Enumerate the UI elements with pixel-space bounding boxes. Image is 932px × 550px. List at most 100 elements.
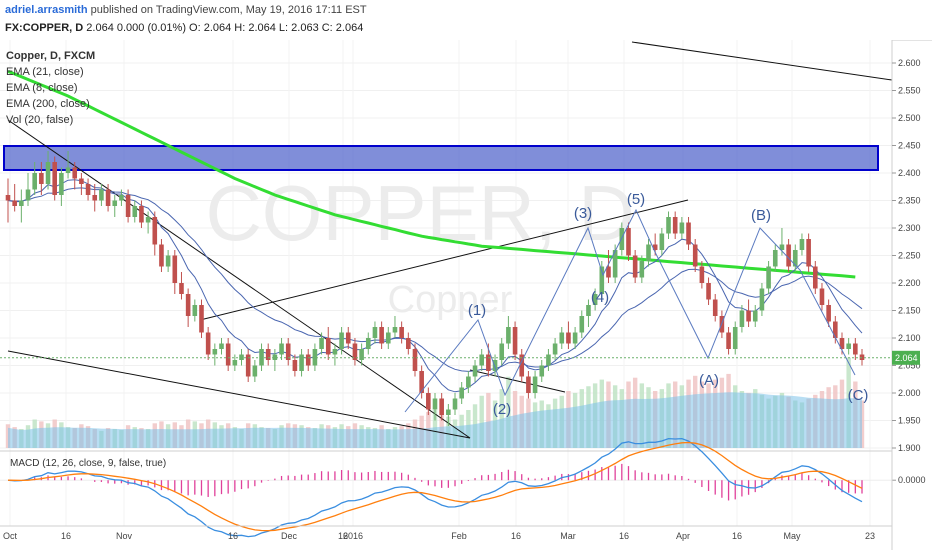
candle-body <box>239 354 244 360</box>
candle-body <box>659 233 665 250</box>
candle-body <box>672 217 678 234</box>
candle-body <box>179 283 184 294</box>
candle-body <box>632 255 638 278</box>
candle-body <box>365 338 371 349</box>
candle-body <box>12 200 17 206</box>
wave-label: (4) <box>591 289 609 306</box>
candle-body <box>199 305 204 333</box>
candle-body <box>812 266 818 289</box>
candle-body <box>692 244 698 267</box>
trendline <box>199 199 689 321</box>
last-price-box <box>892 350 920 365</box>
trendlines[interactable] <box>7 41 893 439</box>
time-tick-label: Mar <box>560 531 576 541</box>
candle-body <box>439 398 444 415</box>
candle-body <box>479 354 485 366</box>
candle-body <box>759 288 765 311</box>
candle-body <box>499 343 505 360</box>
candle-body <box>679 222 685 234</box>
candle-body <box>185 294 191 316</box>
symbol-label: FX:COPPER, D <box>5 22 84 34</box>
time-tick-label: 16 <box>732 531 742 541</box>
candle-body <box>112 200 118 206</box>
candle-body <box>225 343 231 366</box>
candle-body <box>566 332 571 344</box>
candle-body <box>325 338 331 355</box>
trendline <box>469 369 566 393</box>
candle-body <box>472 365 478 377</box>
candle-body <box>686 222 691 245</box>
macd-tick-label: 0.0000 <box>898 475 926 485</box>
candle-body <box>526 376 531 393</box>
time-tick-label: 16 <box>511 531 521 541</box>
author-link[interactable]: adriel.arrasmith <box>5 4 88 16</box>
resistance-zone[interactable] <box>3 145 879 171</box>
macd-panel: 0.0000 <box>0 437 926 538</box>
candle-body <box>786 244 791 267</box>
chart-canvas[interactable]: COPPER, D Copper (1) (2) (3) (4) (5) (A) (B) (C… <box>0 40 932 550</box>
volume-bar <box>506 376 511 448</box>
candle-body <box>572 332 578 344</box>
candle-body <box>79 178 84 184</box>
candle-body <box>626 228 631 256</box>
candle-body <box>586 305 591 316</box>
price-tick-label: 2.500 <box>898 113 921 123</box>
candle-body <box>792 250 798 267</box>
candle-body <box>592 294 598 305</box>
candle-body <box>39 173 44 184</box>
candle-body <box>406 338 411 349</box>
candle-body <box>732 327 738 349</box>
price-tick-label: 2.600 <box>898 58 921 68</box>
legend-title: Copper, D, FXCM <box>6 50 96 62</box>
candle-body <box>172 255 178 283</box>
price-tick-label: 2.200 <box>898 278 921 288</box>
candle-body <box>139 206 144 223</box>
candle-body <box>125 195 131 217</box>
candle-body <box>559 332 565 344</box>
ema-8-line <box>7 179 863 393</box>
wave-label: (C) <box>848 387 869 404</box>
candle-body <box>379 327 384 344</box>
price-tick-label: 2.100 <box>898 333 921 343</box>
legend-ema8: EMA (8, close) <box>6 82 78 94</box>
candle-body <box>52 162 58 195</box>
candle-body <box>552 343 558 355</box>
time-tick-label: 23 <box>865 531 875 541</box>
candle-body <box>599 266 605 294</box>
price-axis[interactable]: 2.600 2.550 2.500 2.450 2.400 2.350 2.300 2.250… <box>0 40 921 550</box>
candle-body <box>245 354 251 377</box>
price-tick-label: 1.900 <box>898 443 921 453</box>
candle-body <box>252 365 258 377</box>
candle-body <box>853 343 858 355</box>
candle-body <box>92 195 98 201</box>
candle-body <box>846 343 851 349</box>
candle-body <box>826 305 831 322</box>
candle-body <box>426 393 431 410</box>
time-tick-label: Nov <box>116 531 133 541</box>
candle-body <box>432 398 438 410</box>
candle-body <box>132 206 138 217</box>
wave-label: (3) <box>574 205 592 222</box>
candle-body <box>72 167 78 179</box>
candle-body <box>232 360 238 366</box>
price-tick-label: 2.400 <box>898 168 921 178</box>
trendline <box>7 119 471 439</box>
watermark-symbol: COPPER, D <box>205 169 634 257</box>
candle-body <box>285 343 291 360</box>
candle-body <box>546 354 551 366</box>
wave-label: (2) <box>493 401 511 418</box>
last-price-label: 2.064 <box>895 353 918 363</box>
candle-body <box>352 343 358 360</box>
signal-line <box>7 441 863 532</box>
candle-body <box>486 354 491 371</box>
candle-body <box>265 349 271 360</box>
candle-body <box>652 244 658 250</box>
elliott-wave-lines <box>404 208 856 413</box>
candle-body <box>385 332 391 344</box>
candle-body <box>32 173 37 190</box>
price-tick-label: 2.350 <box>898 196 921 206</box>
trendline <box>631 41 893 81</box>
candle-body <box>419 371 424 393</box>
price-tick-label: 2.150 <box>898 306 921 316</box>
